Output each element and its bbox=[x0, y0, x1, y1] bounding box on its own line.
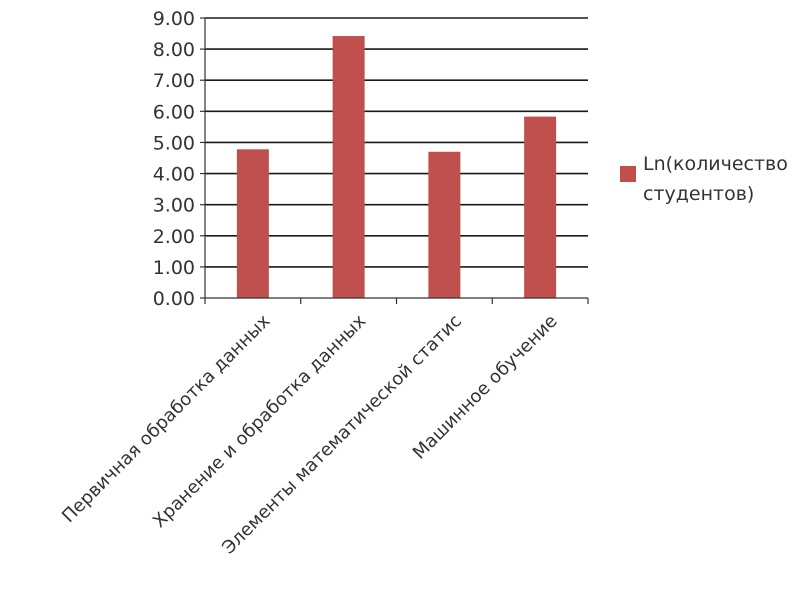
y-tick-label: 5.00 bbox=[153, 132, 195, 154]
bars bbox=[236, 36, 557, 299]
legend: Ln(количество студентов) bbox=[620, 153, 794, 205]
y-tick-label: 7.00 bbox=[153, 70, 195, 92]
legend-swatch bbox=[620, 166, 636, 182]
y-tick-label: 0.00 bbox=[153, 288, 195, 310]
y-tick-label: 6.00 bbox=[153, 101, 195, 123]
x-tick-label: Хранение и обработка данных bbox=[149, 310, 371, 532]
legend-label: Ln(количество студентов) bbox=[643, 153, 794, 205]
bar bbox=[524, 116, 557, 298]
bar bbox=[236, 149, 269, 298]
y-tick-label: 2.00 bbox=[153, 226, 195, 248]
legend-label-line: студентов) bbox=[643, 183, 754, 205]
y-tick-label: 8.00 bbox=[153, 39, 195, 61]
y-tick-labels: 0.00 1.00 2.00 3.00 4.00 5.00 6.00 7.00 8.00 9.00 bbox=[153, 8, 195, 310]
x-tick-label: Первичная обработка данных bbox=[58, 310, 275, 527]
y-tick-label: 3.00 bbox=[153, 195, 195, 217]
legend-label-line: Ln(количество bbox=[643, 153, 788, 175]
y-tick-label: 1.00 bbox=[153, 257, 195, 279]
axes bbox=[200, 17, 589, 304]
y-tick-label: 4.00 bbox=[153, 164, 195, 186]
bar bbox=[428, 151, 461, 298]
y-tick-label: 9.00 bbox=[153, 8, 195, 30]
bar bbox=[332, 36, 365, 299]
